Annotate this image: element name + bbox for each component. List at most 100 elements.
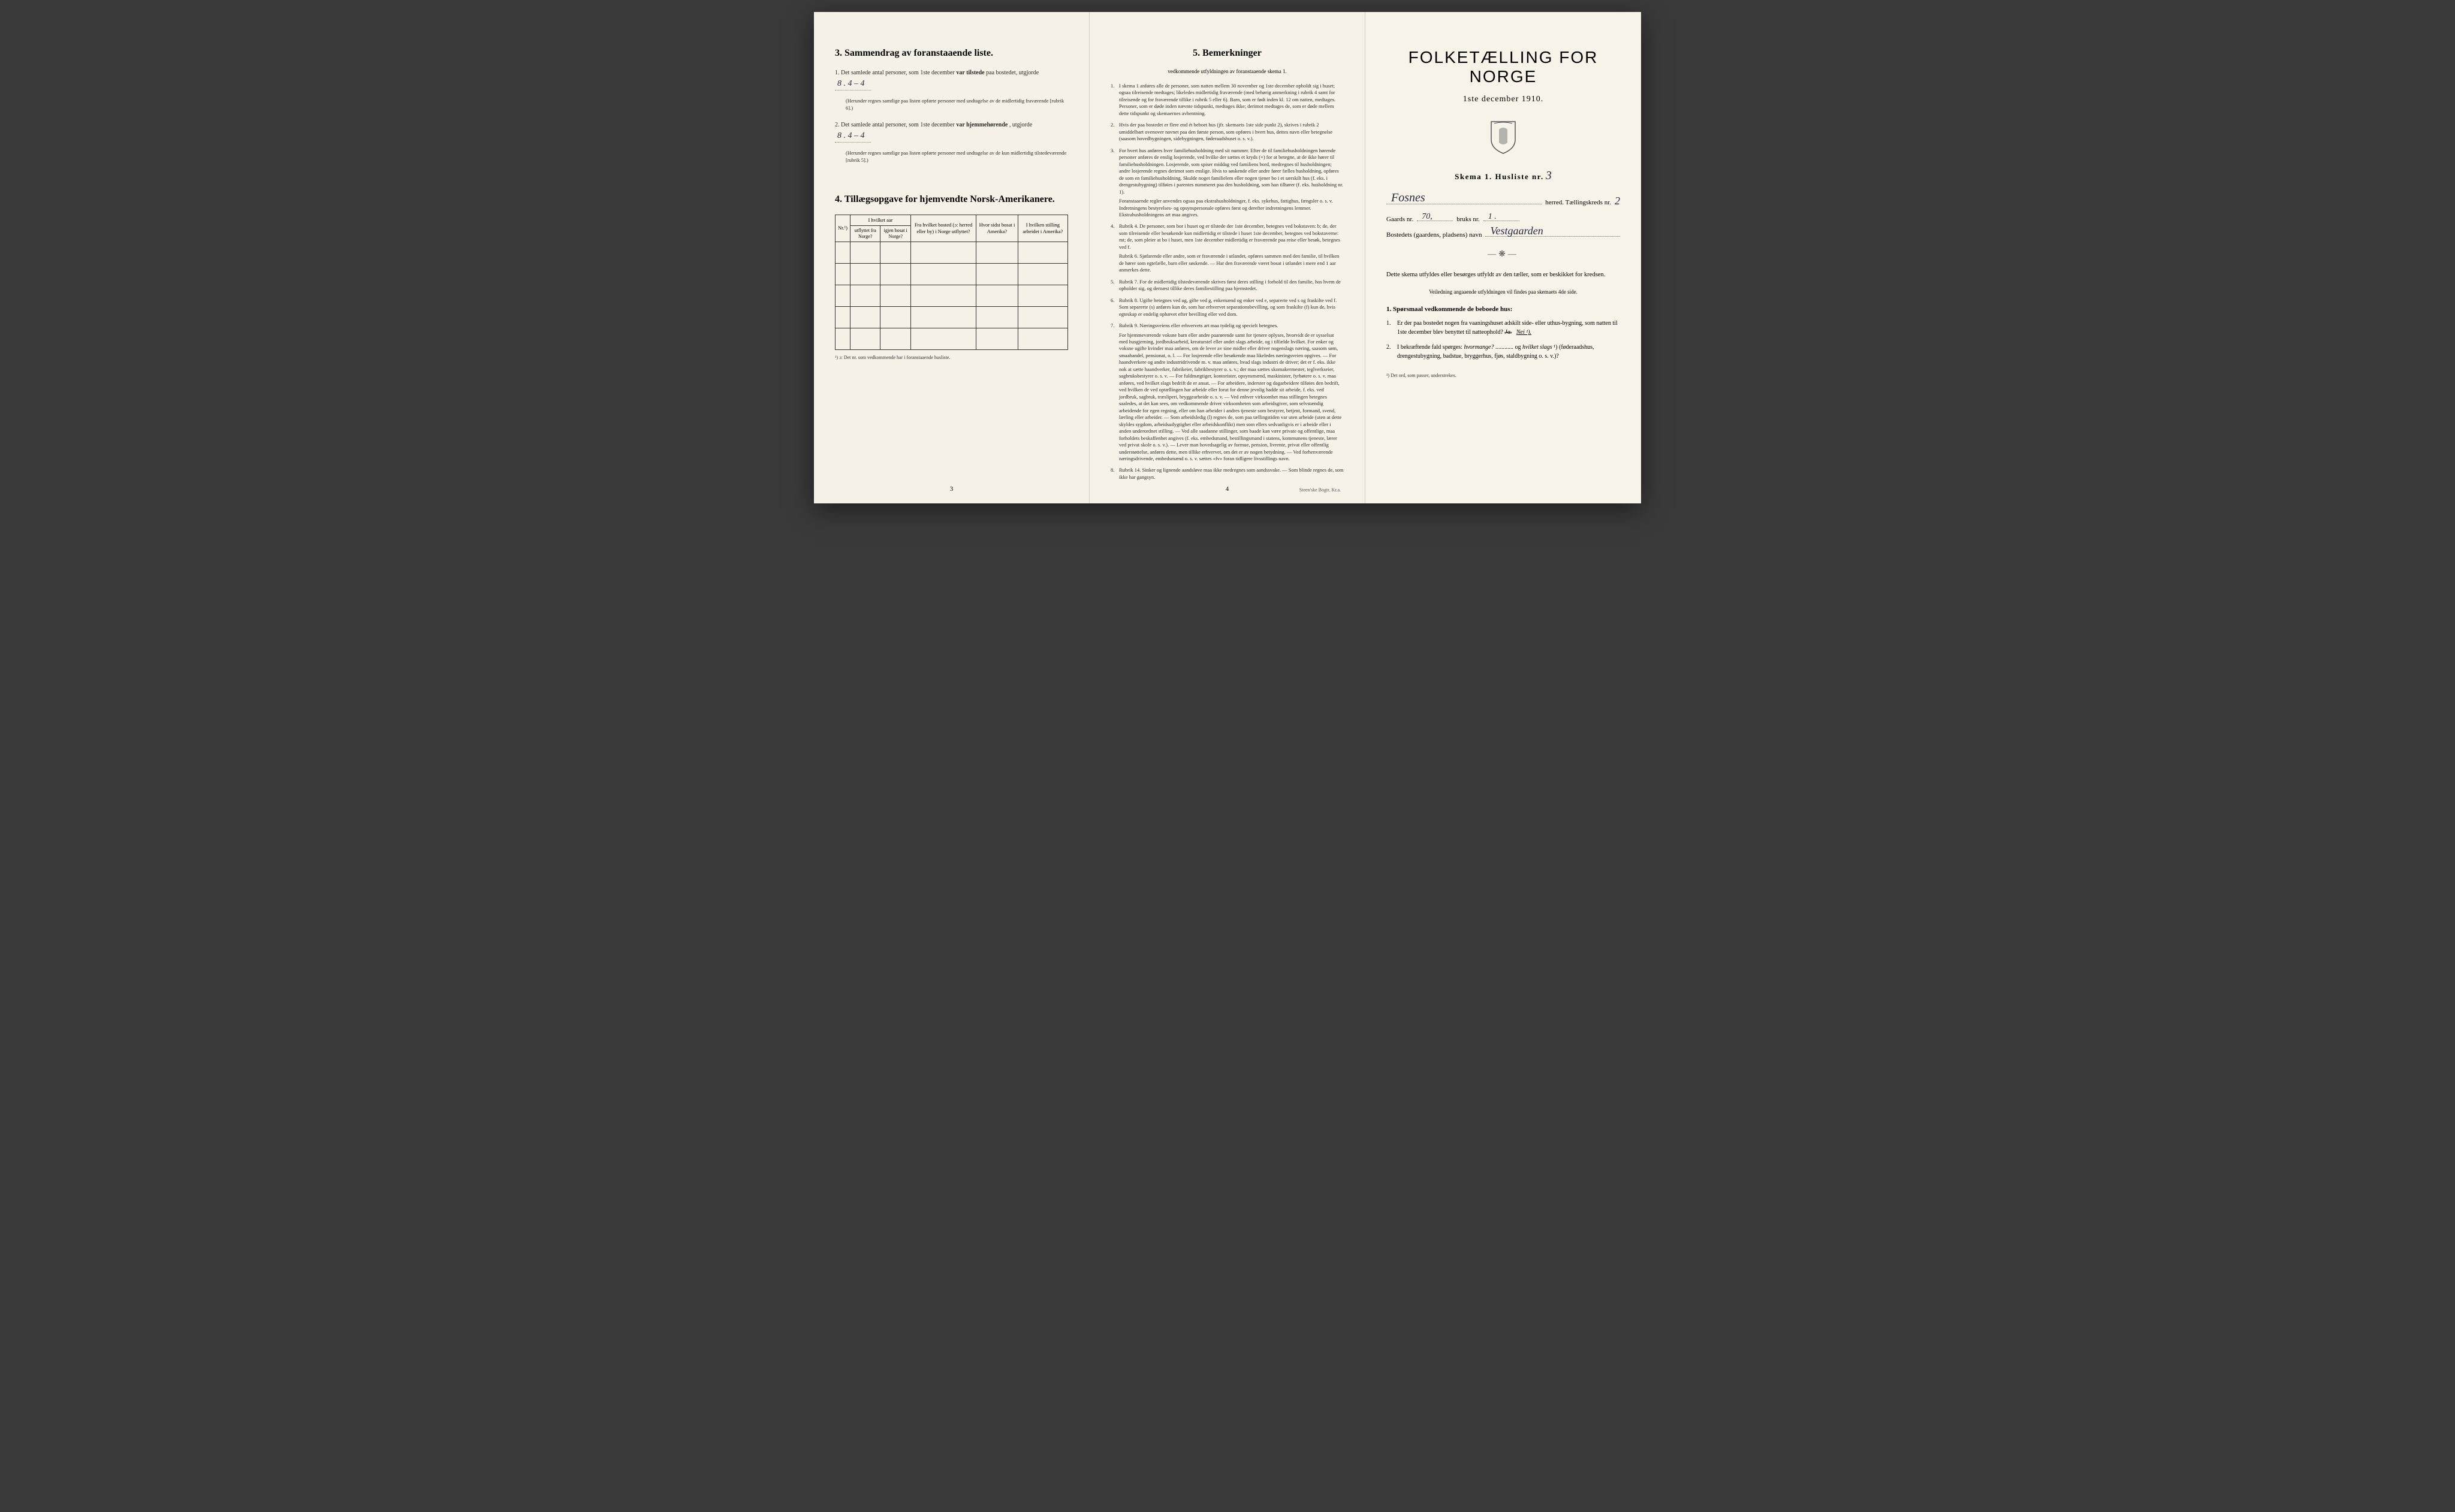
section-5-subtitle: vedkommende utfyldningen av foranstaaend…	[1111, 68, 1344, 74]
bosted-value: Vestgaarden	[1490, 225, 1543, 237]
remark-num: 5.	[1111, 279, 1119, 292]
skema-label: Skema 1. Husliste nr.	[1455, 172, 1543, 181]
item1-bold: var tilstede	[956, 70, 984, 76]
bosted-fill: Vestgaarden	[1485, 236, 1620, 237]
q1-nei: Nei ¹).	[1516, 329, 1531, 336]
item1-post: paa bostedet, utgjorde	[986, 70, 1039, 76]
gaards-label: Gaards nr.	[1386, 216, 1413, 223]
remark-num: 3.	[1111, 147, 1119, 219]
item2-pre: 2. Det samlede antal personer, som 1ste …	[835, 122, 956, 128]
item1-fill: 8 . 4 – 4	[835, 77, 871, 90]
remark-text: Rubrik 9. Næringsveiens eller erhvervets…	[1119, 322, 1344, 462]
remark-item: 7.Rubrik 9. Næringsveiens eller erhverve…	[1111, 322, 1344, 462]
cover-footnote: ¹) Det ord, som passer, understrekes.	[1386, 373, 1620, 378]
emigrant-table-body	[836, 242, 1068, 350]
q1-ja: Ja.	[1504, 329, 1512, 336]
page-number-3: 3	[950, 485, 954, 493]
section-5-heading: 5. Bemerkninger	[1111, 48, 1344, 59]
item2-value: 8 . 4 – 4	[837, 131, 865, 140]
q2-mid: ............ og	[1495, 344, 1522, 351]
remark-num: 6.	[1111, 297, 1119, 318]
census-date: 1ste december 1910.	[1386, 95, 1620, 104]
item1-value: 8 . 4 – 4	[837, 79, 865, 88]
col-bosted: Fra hvilket bosted (ɔ: herred eller by) …	[911, 215, 976, 242]
remark-num: 2.	[1111, 122, 1119, 142]
col-sidst: Hvor sidst bosat i Amerika?	[976, 215, 1018, 242]
remark-item: 1.I skema 1 anføres alle de personer, so…	[1111, 83, 1344, 117]
page-cover: FOLKETÆLLING FOR NORGE 1ste december 191…	[1365, 12, 1641, 503]
bruks-nr: 1 .	[1488, 212, 1497, 222]
remark-num: 4.	[1111, 223, 1119, 273]
col-nr: Nr.¹)	[836, 215, 850, 242]
remark-item: 2.Hvis der paa bostedet er flere end ét …	[1111, 122, 1344, 142]
bosted-row: Bostedets (gaardens, pladsens) navn Vest…	[1386, 231, 1620, 239]
remark-text: For hvert hus anføres hver familiehushol…	[1119, 147, 1344, 219]
table-row	[836, 328, 1068, 350]
remarks-list: 1.I skema 1 anføres alle de personer, so…	[1111, 83, 1344, 481]
item1-note: (Herunder regnes samtlige paa listen opf…	[846, 98, 1068, 112]
item2-post: , utgjorde	[1009, 122, 1032, 128]
herred-value: Fosnes	[1391, 191, 1425, 205]
remark-sub: Rubrik 6. Sjøfarende eller andre, som er…	[1119, 253, 1344, 273]
printer-mark: Steen'ske Bogtr. Kr.a.	[1299, 487, 1341, 493]
questions-heading: 1. Spørsmaal vedkommende de beboede hus:	[1386, 306, 1620, 313]
remark-text: Rubrik 7. For de midlertidig tilstedevær…	[1119, 279, 1344, 292]
q2-pre: I bekræftende fald spørges:	[1397, 344, 1464, 351]
gaards-row: Gaards nr. 70, bruks nr. 1 .	[1386, 216, 1620, 223]
item2-fill: 8 . 4 – 4	[835, 129, 871, 143]
question-2: 2. I bekræftende fald spørges: hvormange…	[1386, 343, 1620, 361]
table-row	[836, 264, 1068, 285]
item1-pre: 1. Det samlede antal personer, som 1ste …	[835, 70, 956, 76]
col-year-group: I hvilket aar	[850, 215, 911, 225]
q2-em1: hvormange?	[1464, 344, 1494, 351]
page-3: 3. Sammendrag av foranstaaende liste. 1.…	[814, 12, 1090, 503]
emigrant-table: Nr.¹) I hvilket aar Fra hvilket bosted (…	[835, 215, 1068, 351]
question-block: 1. Spørsmaal vedkommende de beboede hus:…	[1386, 306, 1620, 361]
remark-text: Rubrik 8. Ugifte betegnes ved ug, gifte …	[1119, 297, 1344, 318]
remark-sub: For hjemmeværende voksne barn eller andr…	[1119, 332, 1344, 463]
herred-row: Fosnes herred. Tællingskreds nr. 2	[1386, 195, 1620, 207]
remark-item: 3.For hvert hus anføres hver familiehush…	[1111, 147, 1344, 219]
kreds-nr: 2	[1615, 195, 1620, 207]
table-row	[836, 285, 1068, 307]
remark-sub: Foranstaaende regler anvendes ogsaa paa …	[1119, 198, 1344, 218]
remark-num: 7.	[1111, 322, 1119, 462]
remark-num: 1.	[1111, 83, 1119, 117]
col-utflyttet: utflyttet fra Norge?	[850, 225, 880, 242]
bosted-label: Bostedets (gaardens, pladsens) navn	[1386, 231, 1482, 239]
herred-label: herred. Tællingskreds nr.	[1545, 199, 1611, 206]
instruction-2: Veiledning angaaende utfyldningen vil fi…	[1386, 288, 1620, 297]
instruction-1: Dette skema utfyldes eller besørges utfy…	[1386, 270, 1620, 280]
remark-text: Hvis der paa bostedet er flere end ét be…	[1119, 122, 1344, 142]
q1-num: 1.	[1386, 319, 1391, 328]
summary-item-2: 2. Det samlede antal personer, som 1ste …	[835, 120, 1068, 143]
remark-item: 6.Rubrik 8. Ugifte betegnes ved ug, gift…	[1111, 297, 1344, 318]
q2-sup: ¹)	[1554, 344, 1557, 351]
col-stilling: I hvilken stilling arbeidet i Amerika?	[1018, 215, 1067, 242]
item2-bold: var hjemmehørende	[956, 122, 1008, 128]
remark-item: 4.Rubrik 4. De personer, som bor i huset…	[1111, 223, 1344, 273]
table-footnote: ¹) ɔ: Det nr. som vedkommende har i fora…	[835, 355, 1068, 360]
remark-text: I skema 1 anføres alle de personer, som …	[1119, 83, 1344, 117]
question-1: 1. Er der paa bostedet nogen fra vaaning…	[1386, 319, 1620, 337]
document-spread: 3. Sammendrag av foranstaaende liste. 1.…	[814, 12, 1641, 503]
section-4-heading: 4. Tillægsopgave for hjemvendte Norsk-Am…	[835, 194, 1068, 205]
page-number-4: 4	[1226, 485, 1229, 493]
item2-note: (Herunder regnes samtlige paa listen opf…	[846, 150, 1068, 164]
skema-line: Skema 1. Husliste nr. 3	[1386, 169, 1620, 183]
q2-num: 2.	[1386, 343, 1391, 352]
col-igjen: igjen bosat i Norge?	[880, 225, 911, 242]
page-4: 5. Bemerkninger vedkommende utfyldningen…	[1090, 12, 1365, 503]
q2-em2: hvilket slags	[1522, 344, 1552, 351]
coat-of-arms-icon	[1488, 119, 1518, 155]
remark-item: 8.Rubrik 14. Sinker og lignende aandsløv…	[1111, 467, 1344, 481]
remark-num: 8.	[1111, 467, 1119, 481]
remark-text: Rubrik 4. De personer, som bor i huset o…	[1119, 223, 1344, 273]
husliste-nr: 3	[1546, 169, 1552, 182]
section-3-heading: 3. Sammendrag av foranstaaende liste.	[835, 48, 1068, 59]
table-row	[836, 242, 1068, 264]
ornament-divider: ―❋―	[1386, 249, 1620, 259]
remark-text: Rubrik 14. Sinker og lignende aandsløve …	[1119, 467, 1344, 481]
bruks-label: bruks nr.	[1456, 216, 1480, 223]
gaards-nr: 70,	[1422, 212, 1432, 222]
